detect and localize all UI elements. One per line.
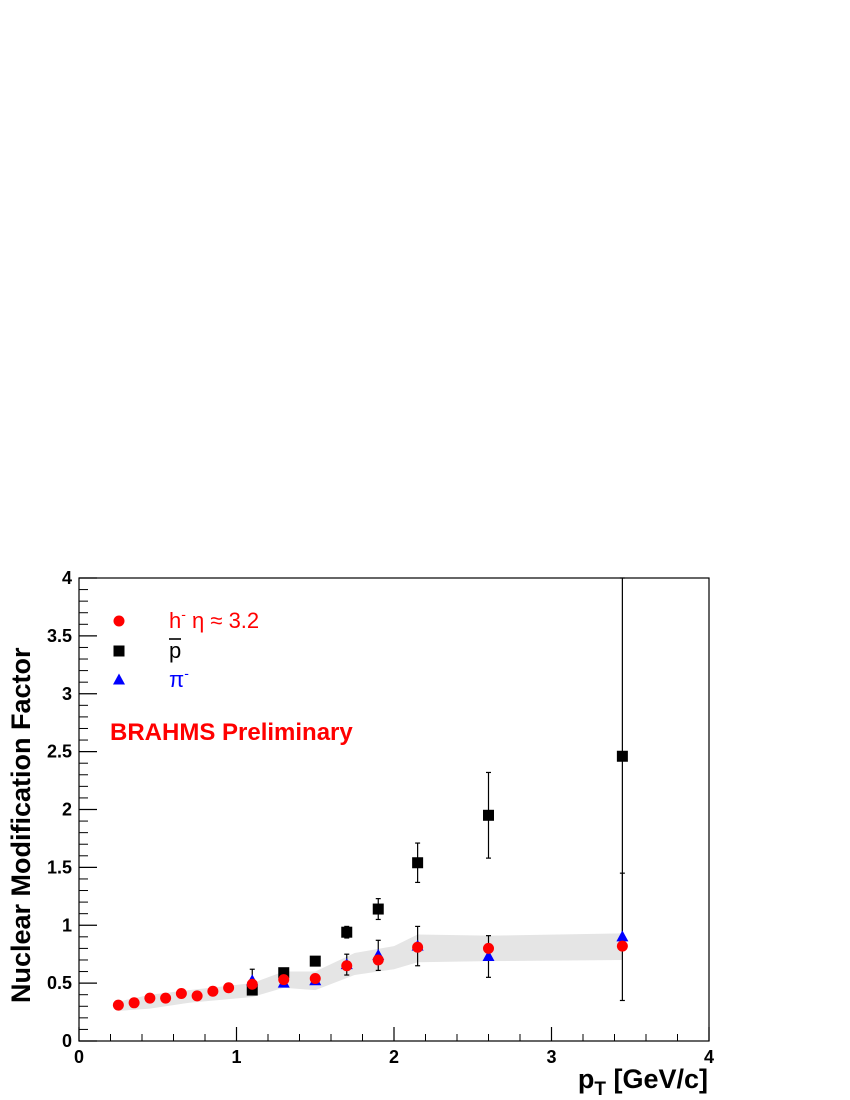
y-tick-label: 1.5 [47,857,72,877]
y-tick-label: 1 [62,915,72,935]
y-axis-title: Nuclear Modification Factor [6,647,36,1003]
legend-label-superscript: - [184,665,189,681]
data-point-circle [175,988,187,1000]
x-tick-label: 1 [231,1047,241,1067]
data-point-circle [207,985,219,997]
y-tick-label: 0.5 [47,973,72,993]
legend-marker-circle [113,615,125,627]
data-point-triangle [616,930,629,942]
x-axis-title-unit: [GeV/c] [606,1064,708,1094]
data-point-circle [483,942,494,954]
data-point-circle [191,990,203,1002]
data-points-layer [112,750,629,1011]
legend-label-extra: η ≈ 3.2 [186,608,259,633]
data-point-square [278,967,290,979]
legend-label: p [169,638,181,663]
legend-label-name: p [169,638,181,663]
legend-label: h- η ≈ 3.2 [169,606,259,633]
data-point-circle [112,999,124,1011]
legend-label-name: π [169,667,184,692]
legend-label: π- [169,665,189,692]
data-point-square [246,984,258,996]
x-tick-label: 0 [74,1047,84,1067]
data-point-circle [309,972,321,984]
data-point-circle [160,992,172,1004]
y-tick-label: 0 [62,1031,72,1051]
data-point-square [412,857,424,869]
data-point-circle [223,982,235,994]
annotation-brahms-preliminary: BRAHMS Preliminary [110,719,353,746]
x-tick-label: 3 [546,1047,556,1067]
systematic-band [118,933,623,1011]
x-axis-title-sub: T [594,1079,606,1100]
data-point-triangle [482,950,495,962]
data-point-circle [341,960,353,972]
legend: h- η ≈ 3.2pπ- [113,606,259,692]
data-point-square [372,903,384,915]
y-tick-label: 2.5 [47,742,72,762]
data-point-square [483,809,494,821]
legend-marker-triangle [113,673,125,685]
legend-label-name: h [169,608,181,633]
y-tick-label: 2 [62,800,72,820]
y-tick-label: 3 [62,684,72,704]
data-point-circle [246,978,258,990]
ticks-layer: 0 1 2 3 4 0 0.5 1 1.5 2 2.5 3 3.5 4 [47,568,714,1067]
x-axis-title-main: p [578,1064,595,1094]
legend-label-superscript: - [181,606,186,622]
x-axis-title: pT [GeV/c] [578,1064,708,1100]
x-tick-label: 2 [389,1047,399,1067]
data-point-circle [128,997,140,1009]
data-point-circle [412,941,424,953]
data-point-circle [616,940,628,952]
data-point-circle [144,992,156,1004]
data-point-square [616,750,628,762]
x-tick-label: 4 [704,1047,714,1067]
data-point-circle [372,954,384,966]
data-point-circle [278,974,290,986]
data-point-square [341,926,353,938]
y-tick-label: 3.5 [47,626,72,646]
data-point-square [309,955,321,967]
y-tick-label: 4 [62,568,72,588]
legend-marker-square [113,645,125,657]
systematic-band-layer [118,933,623,1011]
